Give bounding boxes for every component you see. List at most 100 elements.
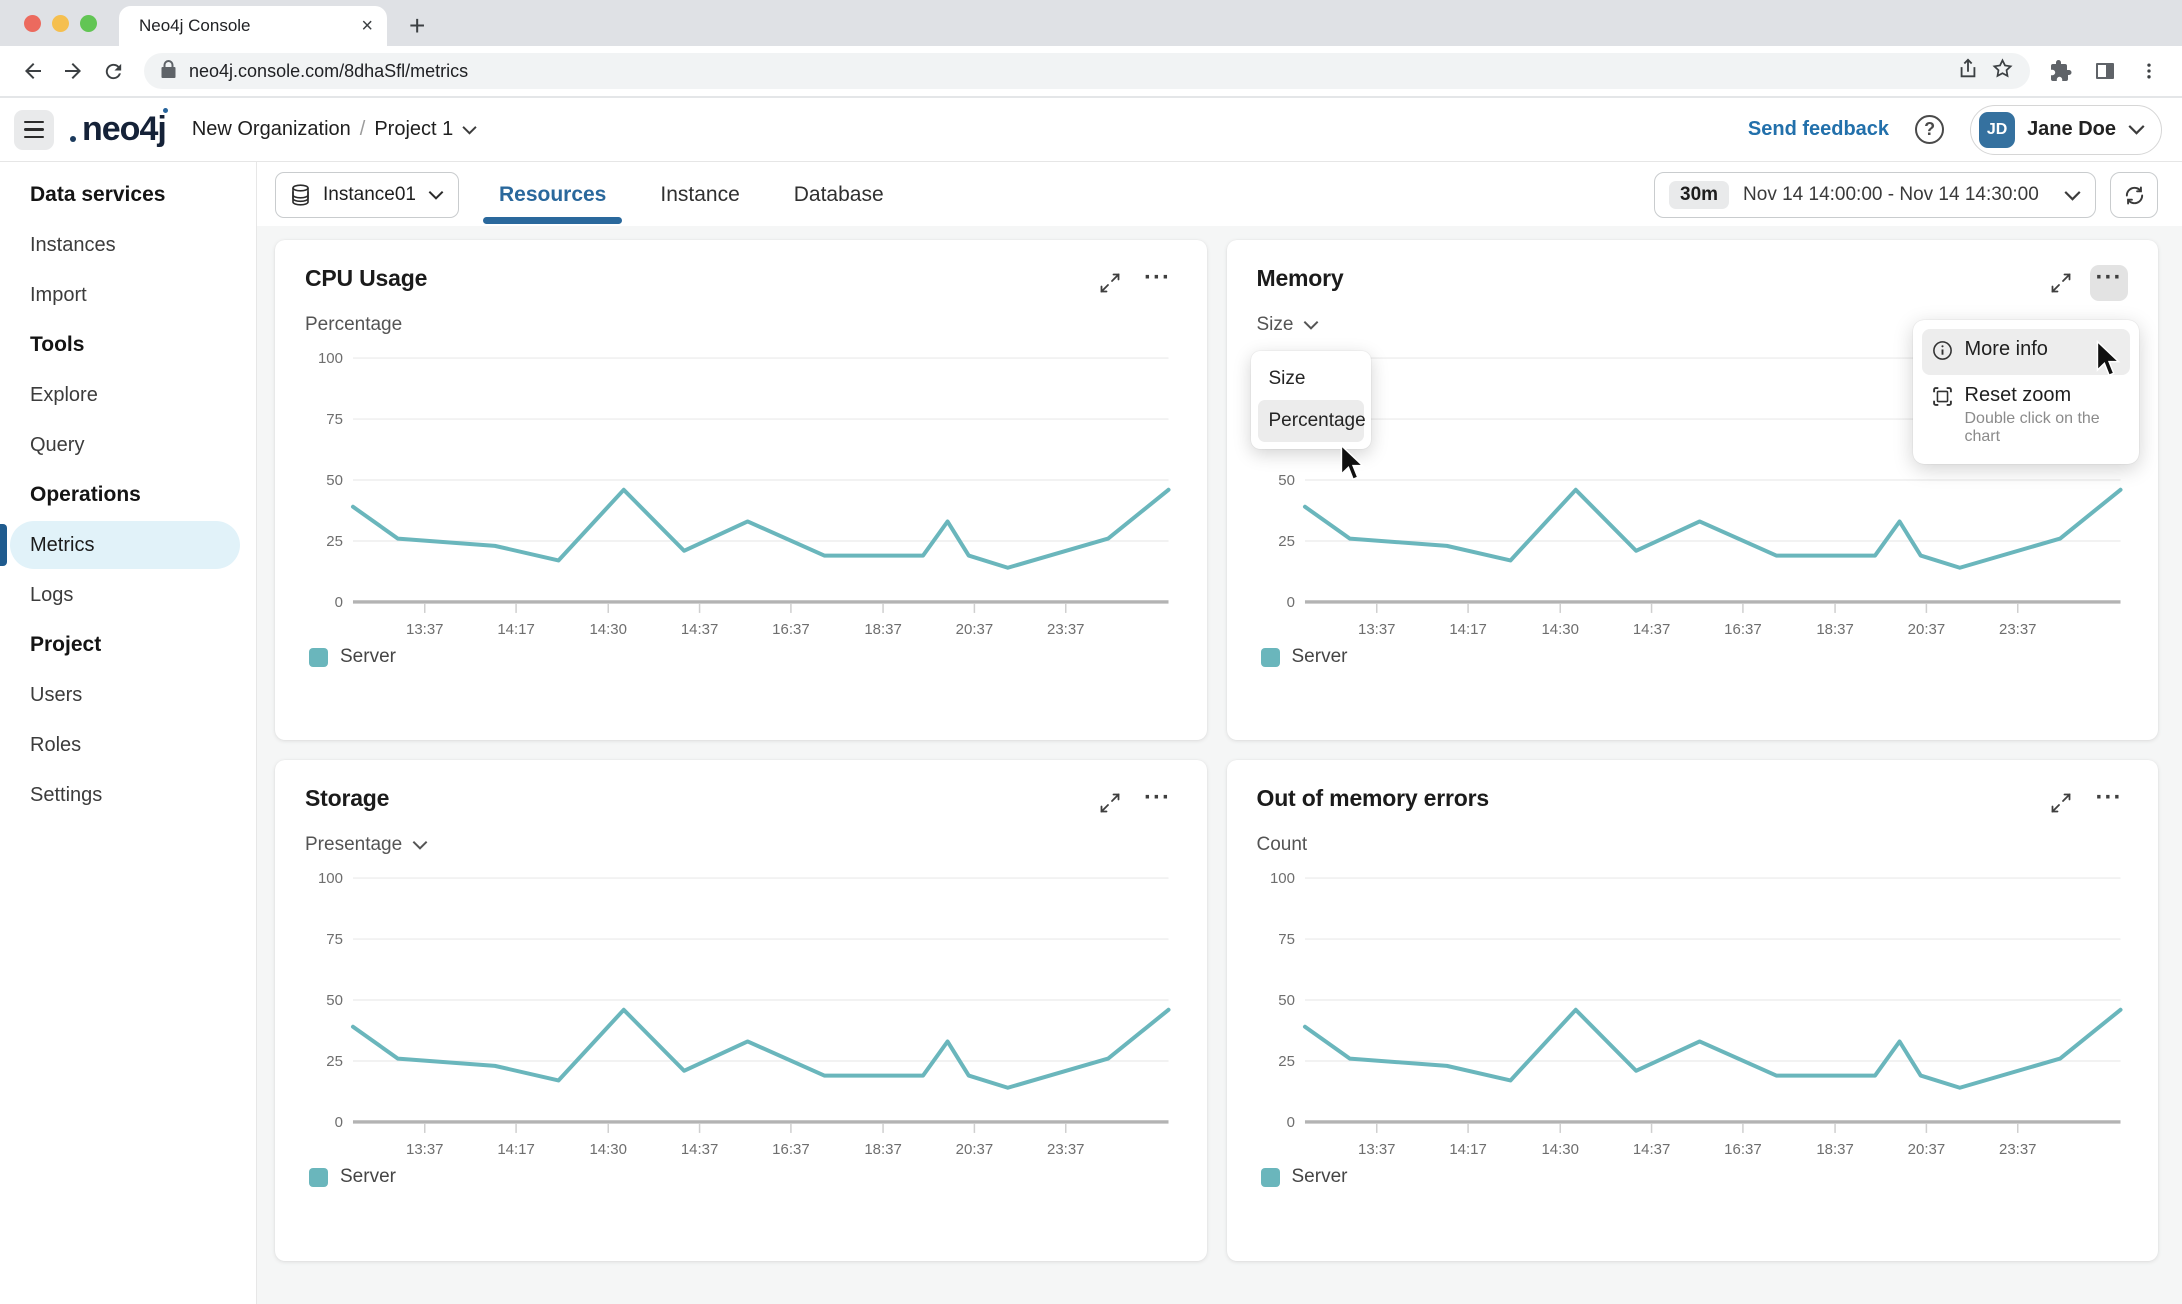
browser-window: Neo4j Console × + neo4j.console.com/8dha… bbox=[0, 0, 2182, 1304]
url-text: neo4j.console.com/8dhaSfl/metrics bbox=[189, 61, 1945, 82]
expand-icon[interactable] bbox=[2042, 265, 2080, 301]
metrics-tabs: Resources Instance Database bbox=[497, 164, 886, 226]
user-name: Jane Doe bbox=[2027, 118, 2116, 141]
expand-icon[interactable] bbox=[2042, 785, 2080, 821]
share-icon[interactable] bbox=[1957, 58, 1979, 85]
refresh-button[interactable] bbox=[2110, 172, 2158, 218]
breadcrumb: New Organization / Project 1 bbox=[192, 118, 477, 141]
chart-legend: Server bbox=[305, 1166, 1177, 1188]
breadcrumb-org[interactable]: New Organization bbox=[192, 118, 351, 141]
card-menu-icon[interactable]: ··· bbox=[1139, 265, 1177, 301]
card-title: Out of memory errors bbox=[1257, 785, 1489, 812]
window-minimize-button[interactable] bbox=[52, 15, 69, 32]
expand-icon[interactable] bbox=[1091, 265, 1129, 301]
tab-instance[interactable]: Instance bbox=[658, 164, 741, 226]
legend-swatch bbox=[1261, 1168, 1280, 1187]
svg-text:25: 25 bbox=[326, 533, 343, 550]
breadcrumb-project[interactable]: Project 1 bbox=[374, 118, 453, 141]
database-icon bbox=[290, 184, 311, 206]
sidebar-item-roles[interactable]: Roles bbox=[0, 720, 256, 770]
svg-text:14:17: 14:17 bbox=[497, 1141, 535, 1158]
reload-icon[interactable] bbox=[96, 54, 130, 88]
reset-zoom-icon bbox=[1932, 386, 1953, 412]
tab-resources[interactable]: Resources bbox=[497, 164, 608, 226]
side-panel-icon[interactable] bbox=[2088, 54, 2122, 88]
unit-label[interactable]: Presentage bbox=[305, 834, 402, 856]
svg-text:18:37: 18:37 bbox=[1816, 1141, 1854, 1158]
help-icon[interactable]: ? bbox=[1915, 115, 1944, 144]
svg-text:100: 100 bbox=[1269, 870, 1294, 887]
sidebar-item-metrics[interactable]: Metrics bbox=[10, 521, 240, 569]
svg-text:14:37: 14:37 bbox=[1632, 621, 1670, 638]
time-range-selector[interactable]: 30m Nov 14 14:00:00 - Nov 14 14:30:00 bbox=[1654, 172, 2096, 218]
instance-selector[interactable]: Instance01 bbox=[275, 172, 459, 218]
app-header: neo4j New Organization / Project 1 Send … bbox=[0, 98, 2182, 162]
chart-card-cpu-usage: CPU Usage ··· Percentage 100755025013:37… bbox=[275, 240, 1207, 740]
svg-text:20:37: 20:37 bbox=[956, 621, 993, 638]
sidebar-item-explore[interactable]: Explore bbox=[0, 370, 256, 420]
neo4j-logo: neo4j bbox=[70, 110, 166, 149]
unit-option-size[interactable]: Size bbox=[1258, 358, 1364, 400]
menu-item-reset-zoom[interactable]: Reset zoom Double click on the chart bbox=[1922, 375, 2130, 455]
url-input[interactable]: neo4j.console.com/8dhaSfl/metrics bbox=[144, 53, 2030, 89]
sidebar-item-instances[interactable]: Instances bbox=[0, 220, 256, 270]
refresh-icon bbox=[2123, 184, 2146, 207]
send-feedback-link[interactable]: Send feedback bbox=[1748, 118, 1889, 141]
window-zoom-button[interactable] bbox=[80, 15, 97, 32]
svg-text:23:37: 23:37 bbox=[1047, 1141, 1085, 1158]
sidebar-item-users[interactable]: Users bbox=[0, 670, 256, 720]
svg-text:20:37: 20:37 bbox=[956, 1141, 993, 1158]
sidebar-item-import[interactable]: Import bbox=[0, 270, 256, 320]
svg-text:0: 0 bbox=[1286, 594, 1294, 611]
padlock-icon bbox=[160, 59, 177, 84]
card-menu-icon[interactable]: ··· bbox=[2090, 785, 2128, 821]
svg-text:14:37: 14:37 bbox=[681, 621, 719, 638]
chevron-down-icon[interactable] bbox=[462, 125, 477, 135]
main-content: Instance01 Resources Instance Database 3… bbox=[257, 162, 2182, 1304]
cursor-pointer bbox=[1339, 444, 1365, 482]
back-icon[interactable] bbox=[16, 54, 50, 88]
bookmark-star-icon[interactable] bbox=[1991, 57, 2014, 85]
window-close-button[interactable] bbox=[24, 15, 41, 32]
sidebar-item-logs[interactable]: Logs bbox=[0, 570, 256, 620]
browser-extension-area bbox=[2044, 54, 2166, 88]
chevron-down-icon bbox=[2128, 124, 2145, 135]
chevron-down-icon[interactable] bbox=[412, 840, 428, 850]
svg-text:25: 25 bbox=[326, 1053, 343, 1070]
svg-text:75: 75 bbox=[326, 931, 343, 948]
browser-menu-kebab-icon[interactable] bbox=[2132, 54, 2166, 88]
cpu-usage-line-chart[interactable]: 100755025013:3714:1714:3014:3716:3718:37… bbox=[305, 344, 1177, 644]
card-menu-icon[interactable]: ··· bbox=[2090, 265, 2128, 301]
svg-text:13:37: 13:37 bbox=[1357, 621, 1395, 638]
window-controls bbox=[0, 0, 119, 46]
browser-tab[interactable]: Neo4j Console × bbox=[119, 6, 387, 46]
chevron-down-icon[interactable] bbox=[1303, 320, 1319, 330]
sidebar-item-query[interactable]: Query bbox=[0, 420, 256, 470]
unit-label[interactable]: Size bbox=[1257, 314, 1294, 336]
expand-icon[interactable] bbox=[1091, 785, 1129, 821]
svg-text:18:37: 18:37 bbox=[1816, 621, 1854, 638]
svg-text:25: 25 bbox=[1278, 1053, 1295, 1070]
chart-card-storage: Storage ··· Presentage 100755025013:3714… bbox=[275, 760, 1207, 1261]
card-menu-icon[interactable]: ··· bbox=[1139, 785, 1177, 821]
svg-text:14:30: 14:30 bbox=[1541, 1141, 1579, 1158]
tab-close-icon[interactable]: × bbox=[361, 15, 373, 38]
extensions-puzzle-icon[interactable] bbox=[2044, 54, 2078, 88]
svg-text:13:37: 13:37 bbox=[1357, 1141, 1395, 1158]
forward-icon[interactable] bbox=[56, 54, 90, 88]
storage-line-chart[interactable]: 100755025013:3714:1714:3014:3716:3718:37… bbox=[305, 864, 1177, 1164]
svg-text:16:37: 16:37 bbox=[1724, 621, 1762, 638]
metrics-toolbar: Instance01 Resources Instance Database 3… bbox=[257, 162, 2182, 226]
svg-text:50: 50 bbox=[1278, 472, 1295, 489]
sidebar-heading-operations: Operations bbox=[0, 470, 256, 520]
card-title: CPU Usage bbox=[305, 265, 427, 292]
user-menu[interactable]: JD Jane Doe bbox=[1970, 105, 2162, 155]
tab-database[interactable]: Database bbox=[792, 164, 886, 226]
out-of-memory-line-chart[interactable]: 100755025013:3714:1714:3014:3716:3718:37… bbox=[1257, 864, 2129, 1164]
chart-legend: Server bbox=[1257, 646, 2129, 668]
sidebar-item-settings[interactable]: Settings bbox=[0, 770, 256, 820]
new-tab-button[interactable]: + bbox=[409, 10, 425, 42]
sidebar-heading-data-services: Data services bbox=[0, 170, 256, 220]
hamburger-menu-icon[interactable] bbox=[14, 110, 54, 150]
unit-option-percentage[interactable]: Percentage bbox=[1258, 400, 1364, 442]
